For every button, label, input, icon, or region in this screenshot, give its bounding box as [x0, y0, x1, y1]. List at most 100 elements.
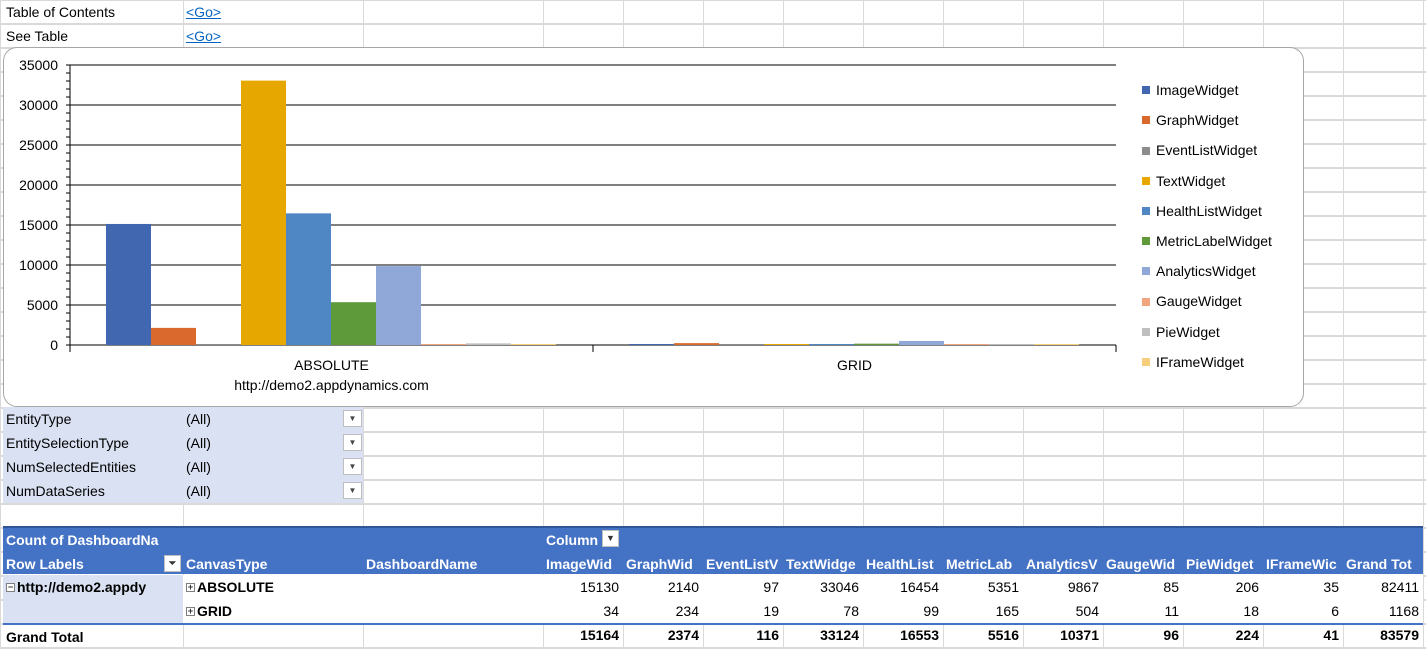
legend-item: AnalyticsWidget: [1142, 261, 1256, 281]
legend-label: HealthListWidget: [1156, 202, 1262, 219]
x-category-sublabel: http://demo2.appdynamics.com: [234, 377, 429, 393]
legend-label: ImageWidget: [1156, 82, 1239, 98]
y-tick-label: 0: [50, 337, 58, 353]
legend-swatch: [1142, 86, 1150, 95]
pivot-column-header: GraphWid: [626, 556, 693, 572]
report-filter-area: [3, 407, 363, 503]
pivot-value-cell: 85: [1163, 579, 1179, 595]
expand-icon[interactable]: +: [186, 605, 195, 616]
legend-label: PieWidget: [1156, 323, 1220, 340]
pivot-column-header: GaugeWid: [1106, 556, 1176, 572]
legend-item: GaugeWidget: [1142, 291, 1242, 311]
pivot-value-cell: 19: [763, 603, 779, 619]
see-table-label: See Table: [6, 28, 69, 44]
pivot-measure-label: Count of DashboardNa: [6, 532, 159, 548]
legend-swatch: [1142, 267, 1150, 276]
pivot-column-header: HealthList: [866, 556, 934, 572]
pivot-value-cell: 35: [1323, 579, 1339, 595]
pivot-value-cell: 1168: [1388, 603, 1419, 619]
pivot-value-cell: 34: [603, 603, 619, 619]
pivot-value-cell: 78: [843, 603, 859, 619]
legend-swatch: [1142, 237, 1150, 246]
legend-label: GraphWidget: [1156, 112, 1239, 129]
filter-value: (All): [186, 483, 211, 499]
filter-label: NumSelectedEntities: [6, 459, 136, 475]
filter-label: NumDataSeries: [6, 483, 105, 499]
pivot-row-labels-header: Row Labels: [6, 556, 84, 572]
legend-swatch: [1142, 176, 1150, 185]
pivot-value-cell: 504: [1075, 603, 1099, 619]
dropdown-arrow-icon[interactable]: ▼: [343, 410, 362, 427]
expand-icon[interactable]: +: [186, 581, 195, 592]
pivot-value-cell: 6: [1331, 603, 1339, 619]
dropdown-arrow-icon[interactable]: ▼: [343, 458, 362, 475]
pivot-column-header: EventListV: [706, 556, 779, 572]
pivot-column-header: TextWidge: [786, 556, 856, 572]
see-table-go-link[interactable]: <Go>: [186, 28, 222, 44]
filter-row: NumSelectedEntities (All) ▼: [3, 455, 363, 479]
bar-GaugeWidget: [944, 344, 989, 345]
legend-swatch: [1142, 297, 1150, 306]
grand-total-value: 5516: [987, 627, 1019, 643]
pivot-value-cell: 9867: [1067, 579, 1099, 595]
toc-go-link[interactable]: <Go>: [186, 4, 222, 20]
pivot-value-cell: 11: [1164, 603, 1179, 619]
grand-total-value: 33124: [820, 627, 859, 643]
pivot-row-label[interactable]: − http://demo2.appdy: [6, 579, 147, 595]
filter-label: EntitySelectionType: [6, 435, 129, 451]
x-category-label: ABSOLUTE: [294, 357, 369, 373]
pivot-column-labels: Column: [546, 532, 599, 548]
row-label-area: [3, 575, 183, 623]
filter-value: (All): [186, 411, 211, 427]
bar-IFrameWidget: [1034, 344, 1079, 345]
bar-PieWidget: [466, 343, 511, 345]
legend-item: IFrameWidget: [1142, 352, 1244, 372]
legend-label: MetricLabelWidget: [1156, 233, 1272, 249]
pivot-canvastype-cell[interactable]: + ABSOLUTE: [186, 579, 274, 595]
bar-EventListWidget: [196, 344, 241, 345]
legend-label: AnalyticsWidget: [1156, 263, 1256, 280]
pivot-value-cell: 97: [763, 579, 779, 595]
y-tick-label: 5000: [27, 297, 58, 313]
grand-total-value: 96: [1163, 627, 1179, 643]
bar-GraphWidget: [674, 343, 719, 345]
pivot-column-header: AnalyticsV: [1026, 556, 1098, 572]
grand-total-value: 224: [1235, 627, 1259, 643]
bar-MetricLabelWidget: [331, 302, 376, 345]
grand-total-value: 10371: [1060, 627, 1099, 643]
pivot-value-cell: 99: [923, 603, 939, 619]
legend-swatch: [1142, 207, 1150, 216]
pivot-header: Count of DashboardNa Column ▼ Row Labels…: [3, 526, 1423, 574]
collapse-icon[interactable]: −: [6, 581, 15, 592]
bar-GraphWidget: [151, 327, 196, 345]
legend-item: TextWidget: [1142, 171, 1225, 191]
column-filter-dropdown-icon[interactable]: ▼: [602, 530, 619, 547]
legend-swatch: [1142, 116, 1150, 125]
pivot-column-header: PieWidget: [1186, 556, 1254, 572]
pivot-value-cell: 5351: [987, 579, 1019, 595]
dropdown-arrow-icon[interactable]: ▼: [343, 482, 362, 499]
bar-HealthListWidget: [809, 344, 854, 345]
y-tick-label: 25000: [19, 137, 58, 153]
toc-label: Table of Contents: [6, 4, 115, 20]
pivot-column-header: ImageWid: [546, 556, 612, 572]
legend-label: TextWidget: [1156, 172, 1226, 189]
filter-value: (All): [186, 459, 211, 475]
grand-total-label: Grand Total: [6, 629, 84, 645]
bar-AnalyticsWidget: [899, 340, 944, 345]
bar-MetricLabelWidget: [854, 343, 899, 345]
pivot-chart[interactable]: 0 5000 10000 15000 20000 25000 30000 35000 ABSOL…: [3, 47, 1304, 407]
grand-total-row: Grand Total: [3, 623, 1423, 647]
pivot-value-cell: 2140: [667, 579, 699, 595]
dropdown-arrow-icon[interactable]: ▼: [343, 434, 362, 451]
x-category-label: GRID: [837, 357, 872, 373]
row-filter-icon[interactable]: ⏷: [164, 555, 181, 572]
pivot-value-cell: 15130: [580, 579, 619, 595]
legend-item: ImageWidget: [1142, 80, 1238, 100]
legend-swatch: [1142, 358, 1150, 367]
pivot-canvastype-cell[interactable]: + GRID: [186, 603, 232, 619]
y-tick-label: 35000: [19, 57, 58, 73]
filter-row: EntityType (All) ▼: [3, 407, 363, 431]
legend-label: EventListWidget: [1156, 142, 1258, 159]
bar-IFrameWidget: [511, 344, 556, 345]
